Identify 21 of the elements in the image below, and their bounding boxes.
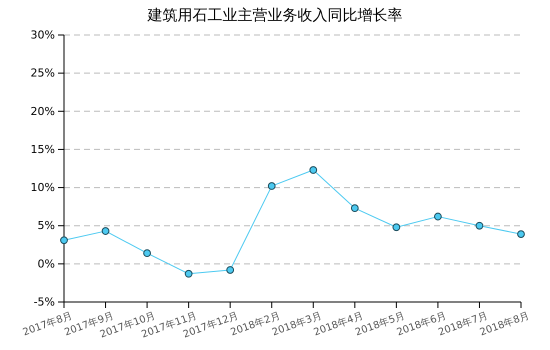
point (226, 266, 234, 274)
point (392, 223, 400, 232)
point (60, 236, 68, 244)
point (102, 227, 110, 235)
point (350, 204, 359, 212)
y-tick-label: 25% (30, 66, 55, 80)
y-tick-label: 15% (30, 142, 55, 156)
point (184, 270, 193, 278)
point (517, 230, 525, 238)
point (476, 222, 484, 230)
point (309, 166, 318, 174)
y-tick-label: 20% (30, 104, 55, 118)
y-tick-label: 5% (38, 219, 55, 232)
y-tick-label: 10% (30, 181, 55, 194)
point (268, 182, 276, 190)
point (143, 249, 151, 258)
y-tick-label: 0% (38, 257, 55, 270)
y-tick-label: 30% (30, 28, 55, 42)
y-tick-label: -5% (34, 296, 55, 309)
chart-title: 建筑用石工业主营业务收入同比增长率 (146, 6, 402, 24)
point (434, 212, 442, 220)
